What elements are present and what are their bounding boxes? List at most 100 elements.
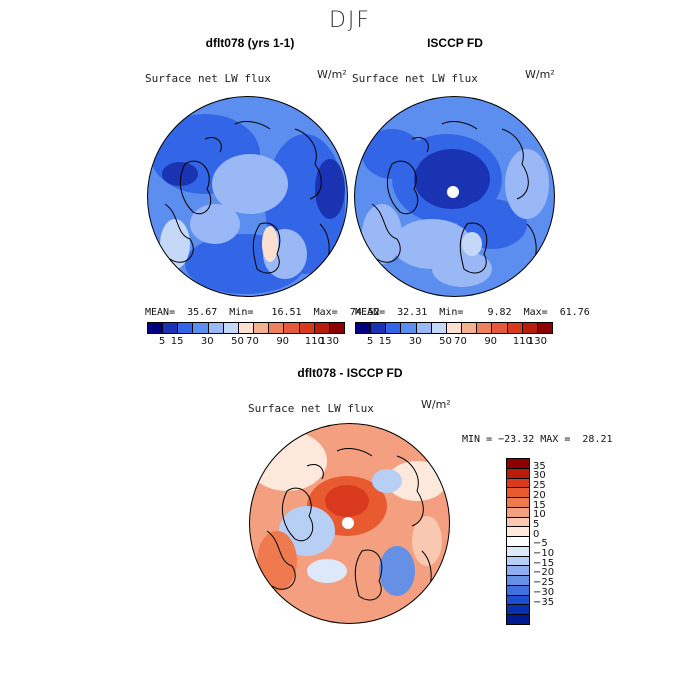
colorbar-swatch	[507, 527, 529, 538]
colorbar-swatch	[446, 323, 463, 333]
colorbar-tick-label: 30	[200, 336, 214, 347]
colorbar-swatch	[329, 323, 345, 333]
panel3-variable: Surface net LW flux	[248, 402, 374, 415]
colorbar-swatch	[416, 323, 432, 333]
panel2-field-blob	[414, 149, 490, 209]
colorbar-swatch	[507, 576, 529, 586]
colorbar-swatch	[507, 478, 529, 489]
colorbar-tick-label: 10	[533, 509, 546, 521]
colorbar-swatch	[507, 595, 529, 606]
colorbar-swatch	[492, 323, 508, 333]
panel3-colorbar-ticks: 35 30 25 20 15 10 5 0 −5 −10 −15 −20 −25 −30 −35	[533, 458, 573, 623]
colorbar-swatch	[238, 323, 255, 333]
panel2-colorbar-ticks: 5 15 30 50 70 90 110 130	[355, 336, 551, 350]
panel1-title: dflt078 (yrs 1-1)	[205, 36, 295, 50]
panel1-field-blob	[162, 162, 198, 186]
panel1-variable: Surface net LW flux	[145, 72, 271, 85]
colorbar-tick-label: 90	[484, 336, 498, 347]
panel3-title: dflt078 - ISCCP FD	[297, 366, 403, 380]
colorbar-swatch	[269, 323, 285, 333]
panel2-field-blob	[505, 149, 549, 219]
colorbar-tick-label: 110	[512, 336, 532, 347]
colorbar-tick-label: −20	[533, 567, 555, 579]
colorbar-swatch	[462, 323, 478, 333]
colorbar-tick-label: 15	[533, 499, 546, 511]
panel1-field-blob	[315, 159, 345, 219]
colorbar-swatch	[223, 323, 239, 333]
colorbar-tick-label: 70	[246, 336, 259, 347]
panel2-field-blob	[362, 204, 402, 264]
colorbar-swatch	[507, 537, 529, 547]
colorbar-swatch	[522, 323, 538, 333]
panel1-field-blob	[190, 204, 240, 244]
colorbar-swatch	[507, 585, 529, 596]
panel2-field-blob	[432, 251, 492, 287]
panel2-title: ISCCP FD	[427, 36, 483, 50]
colorbar-tick-label: 70	[454, 336, 467, 347]
colorbar-tick-label: 130	[319, 336, 340, 347]
panel2-variable: Surface net LW flux	[352, 72, 478, 85]
colorbar-swatch	[507, 488, 529, 499]
colorbar-swatch	[507, 507, 529, 518]
panel1-map	[147, 96, 348, 297]
colorbar-swatch	[507, 517, 529, 528]
figure-title: DJF	[328, 8, 372, 33]
panel3-field-blob	[379, 546, 415, 596]
colorbar-swatch	[178, 323, 194, 333]
panel2-colorbar	[355, 322, 553, 334]
panel3-colorbar	[506, 458, 530, 625]
colorbar-tick-label: 0	[533, 528, 540, 540]
panel1-field-blob	[262, 226, 278, 262]
colorbar-tick-label: 30	[533, 470, 546, 482]
colorbar-tick-label: 30	[408, 336, 422, 347]
panel3-field-blob	[387, 461, 447, 501]
colorbar-tick-label: 50	[439, 336, 452, 347]
colorbar-tick-label: 20	[533, 489, 546, 501]
colorbar-tick-label: 110	[304, 336, 324, 347]
colorbar-tick-label: 15	[378, 336, 392, 347]
colorbar-swatch	[537, 323, 553, 333]
colorbar-tick-label: 50	[231, 336, 244, 347]
colorbar-swatch	[507, 459, 529, 469]
colorbar-swatch	[507, 605, 529, 616]
colorbar-tick-label: −35	[533, 596, 555, 608]
colorbar-swatch	[386, 323, 402, 333]
colorbar-tick-label: 90	[276, 336, 290, 347]
colorbar-tick-label: 130	[527, 336, 548, 347]
colorbar-swatch	[163, 323, 179, 333]
panel3-map	[249, 423, 450, 624]
panel2-stats: MEAN= 32.31 Min= 9.82 Max= 61.76	[355, 307, 590, 318]
colorbar-swatch	[507, 498, 529, 508]
colorbar-swatch	[314, 323, 330, 333]
colorbar-swatch	[507, 468, 529, 479]
colorbar-swatch	[371, 323, 387, 333]
colorbar-swatch	[299, 323, 315, 333]
panel3-field-blob	[307, 559, 347, 583]
panel1-colorbar	[147, 322, 345, 334]
panel2-map	[354, 96, 555, 297]
panel1-stats: MEAN= 35.67 Min= 16.51 Max= 74.52	[145, 307, 380, 318]
colorbar-swatch	[356, 323, 372, 333]
panel3-field-blob	[412, 516, 442, 566]
colorbar-tick-label: −15	[533, 557, 555, 569]
panel1-field-blob	[212, 154, 288, 214]
panel1-units: W/m²	[317, 68, 347, 81]
colorbar-swatch	[193, 323, 209, 333]
panel3-field-blob	[372, 469, 402, 493]
colorbar-tick-label: −10	[533, 548, 555, 560]
colorbar-swatch	[208, 323, 224, 333]
panel2-field-blob	[462, 232, 482, 256]
colorbar-swatch	[254, 323, 270, 333]
colorbar-tick-label: −25	[533, 577, 555, 589]
colorbar-tick-label: 25	[533, 480, 546, 492]
colorbar-swatch	[431, 323, 447, 333]
colorbar-tick-label: −30	[533, 586, 555, 598]
colorbar-swatch	[477, 323, 493, 333]
colorbar-swatch	[284, 323, 300, 333]
colorbar-tick-label: 5	[366, 336, 374, 347]
panel3-units: W/m²	[421, 398, 451, 411]
colorbar-tick-label: 5	[533, 518, 540, 530]
panel2-field-blob	[362, 129, 422, 179]
colorbar-swatch	[507, 566, 529, 577]
panel3-stats: MIN = −23.32 MAX = 28.21	[462, 434, 613, 445]
